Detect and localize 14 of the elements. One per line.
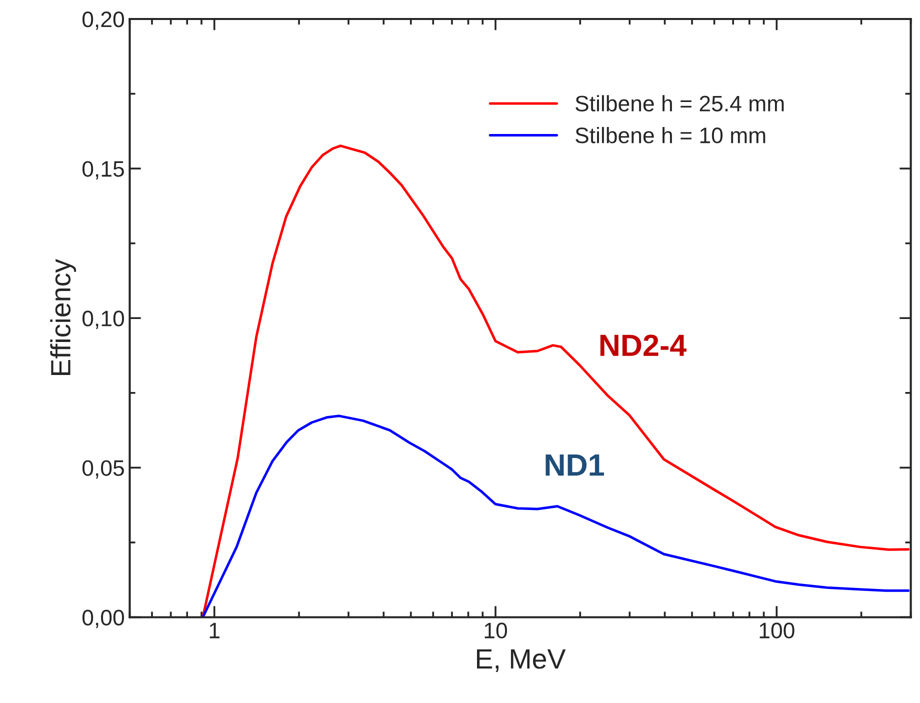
legend-label: Stilbene h = 10 mm bbox=[576, 126, 766, 144]
x-tick-label: 1 bbox=[210, 622, 220, 638]
y-tick-label: 0,20 bbox=[82, 12, 124, 30]
legend-label: Stilbene h = 25.4 mm bbox=[576, 95, 784, 112]
x-axis-title: E, MeV bbox=[477, 649, 566, 672]
annotation: ND2-4 bbox=[600, 334, 686, 356]
y-tick-label: 0,05 bbox=[82, 460, 124, 479]
x-tick-label: 10 bbox=[484, 622, 507, 638]
annotation: ND1 bbox=[546, 454, 604, 476]
y-axis-title: Efficiency bbox=[50, 258, 76, 376]
y-tick-label: 0,15 bbox=[82, 161, 124, 180]
y-tick-label: 0,10 bbox=[82, 310, 124, 330]
x-tick-label: 100 bbox=[760, 622, 794, 638]
y-tick-label: 0,00 bbox=[82, 610, 124, 628]
